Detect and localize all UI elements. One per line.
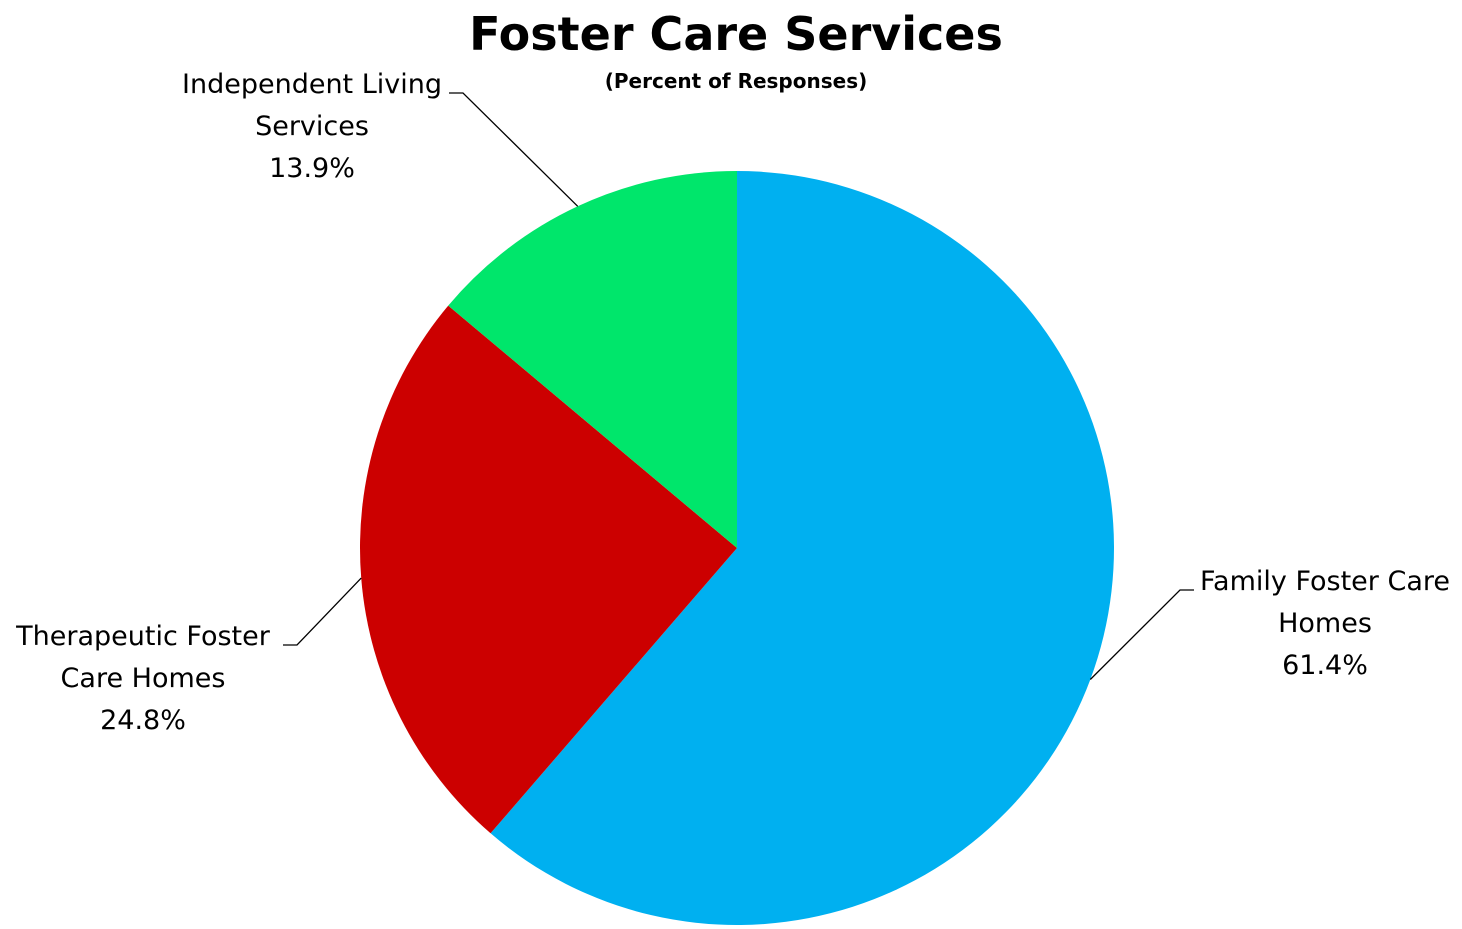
leader-line [449,92,579,207]
chart-subtitle: (Percent of Responses) [605,69,868,93]
leader-line [283,577,362,646]
pie-slice [359,305,737,834]
slice-value-label: 13.9% [269,153,355,184]
slice-category-label: Family Foster Care [1200,566,1450,597]
chart-title: Foster Care Services [469,7,1003,61]
pie-slice [448,171,737,548]
slice-category-label: Independent Living [182,69,442,100]
leader-line [1089,589,1194,680]
slice-category-label: Homes [1278,608,1372,639]
slice-value-label: 61.4% [1282,650,1368,681]
leader-lines [283,92,1194,680]
pie-slice [490,171,1115,925]
slice-labels: Family Foster Care Homes 61.4% Therapeutic … [15,69,1450,736]
slice-category-label: Therapeutic Foster [15,621,271,652]
slice-category-label: Care Homes [61,663,226,694]
slice-category-label: Services [255,111,369,142]
slice-value-label: 24.8% [100,705,186,736]
pie-slices [359,171,1115,925]
